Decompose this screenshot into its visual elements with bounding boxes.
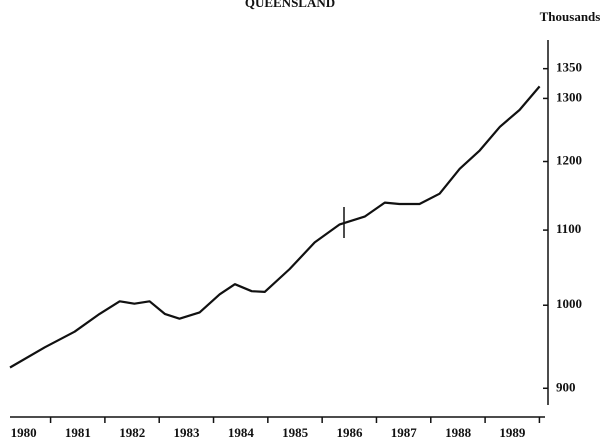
line [9, 85, 541, 369]
x-tick-label: 1981 [65, 425, 91, 440]
x-tick-label: 1987 [391, 425, 418, 440]
x-tick-label: 1984 [228, 425, 255, 440]
y-tick-label: 1000 [556, 296, 582, 311]
chart-title: QUEENSLAND [245, 0, 335, 10]
x-tick-label: 1988 [445, 425, 472, 440]
y-tick-label: 1300 [556, 89, 582, 104]
x-tick-label: 1980 [11, 425, 37, 440]
x-tick-label: 1985 [282, 425, 309, 440]
y-tick-label: 1350 [556, 60, 582, 75]
y-tick-label: 1200 [556, 152, 582, 167]
x-tick-label: 1983 [174, 425, 201, 440]
y-tick-label: 1100 [556, 221, 581, 236]
y-tick-label: 900 [556, 379, 576, 394]
x-tick-label: 1982 [119, 425, 145, 440]
x-tick-label: 1986 [336, 425, 363, 440]
x-tick-label: 1989 [499, 425, 526, 440]
y-axis-label: Thousands [540, 9, 601, 24]
